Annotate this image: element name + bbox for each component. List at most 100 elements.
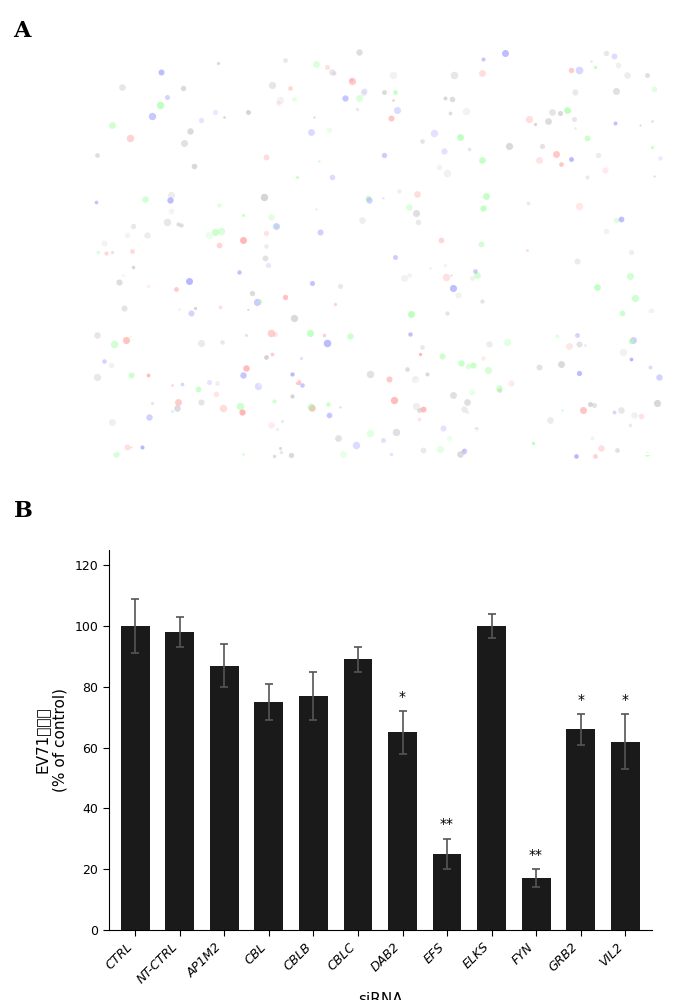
Point [440, 269, 451, 285]
Point [277, 389, 288, 405]
Point [266, 77, 277, 93]
Point [104, 331, 115, 347]
Point [447, 214, 458, 230]
Text: GRB2: GRB2 [382, 445, 410, 455]
Point [414, 411, 424, 427]
Point [429, 342, 440, 358]
Point [272, 214, 283, 230]
Point [238, 232, 249, 248]
Point [630, 46, 641, 62]
Point [166, 403, 177, 419]
Point [405, 326, 416, 342]
Point [93, 244, 104, 260]
Point [205, 379, 216, 395]
Point [170, 201, 181, 217]
Point [418, 442, 428, 458]
Point [266, 346, 277, 362]
Point [269, 393, 280, 409]
Point [545, 68, 556, 84]
Point [246, 285, 257, 301]
Point [168, 76, 179, 92]
Point [127, 123, 138, 139]
Point [617, 206, 627, 222]
Point [456, 192, 466, 208]
Point [147, 395, 158, 411]
Point [441, 165, 452, 181]
Point [433, 159, 444, 175]
Point [503, 138, 514, 154]
Point [99, 278, 110, 294]
Point [271, 218, 282, 234]
Point [585, 396, 595, 412]
Point [125, 328, 136, 344]
Point [486, 349, 497, 365]
Text: VIL2: VIL2 [527, 445, 548, 455]
Point [462, 444, 473, 460]
Point [650, 282, 661, 298]
Point [422, 366, 433, 382]
Point [581, 299, 592, 315]
Point [329, 65, 340, 81]
Point [99, 353, 110, 369]
Point [576, 156, 587, 172]
Point [269, 251, 280, 267]
Point [160, 124, 171, 140]
Point [499, 45, 510, 61]
Point [196, 335, 206, 351]
Point [386, 110, 397, 126]
Point [603, 97, 614, 113]
Point [266, 136, 277, 152]
Point [580, 337, 591, 353]
Point [177, 376, 187, 392]
Point [556, 156, 567, 172]
Point [283, 294, 294, 310]
Point [358, 85, 369, 101]
Point [333, 430, 344, 446]
Point [644, 403, 655, 419]
Point [391, 102, 402, 118]
Point [161, 214, 172, 230]
Point [287, 366, 297, 382]
Point [399, 270, 410, 286]
Point [532, 359, 543, 375]
Point [143, 278, 154, 294]
Point [402, 361, 413, 377]
Point [455, 446, 466, 462]
Point [566, 62, 576, 78]
Point [293, 374, 304, 390]
Point [173, 301, 184, 317]
Point [217, 334, 227, 350]
Point [422, 148, 433, 164]
Point [437, 348, 447, 364]
Point [106, 244, 117, 260]
Point [403, 267, 414, 283]
Point [510, 202, 521, 218]
Point [573, 62, 584, 78]
Point [648, 404, 659, 420]
Point [593, 373, 604, 389]
Point [98, 349, 109, 365]
Point [625, 333, 636, 349]
Point [526, 69, 536, 85]
Point [189, 300, 200, 316]
Point [439, 90, 450, 106]
Point [635, 117, 646, 133]
Point [323, 434, 333, 450]
Point [121, 332, 132, 348]
Point [260, 382, 271, 398]
Point [572, 327, 583, 343]
Point [322, 396, 333, 412]
Point [184, 219, 195, 235]
Point [384, 371, 395, 387]
Point [449, 346, 460, 362]
Point [322, 335, 333, 351]
Bar [477, 626, 506, 930]
Point [636, 408, 646, 424]
Point [528, 90, 538, 106]
Text: FYN: FYN [238, 445, 257, 455]
Point [530, 116, 540, 132]
Point [314, 153, 325, 169]
Point [265, 209, 276, 225]
Point [477, 350, 488, 366]
Point [600, 223, 611, 239]
